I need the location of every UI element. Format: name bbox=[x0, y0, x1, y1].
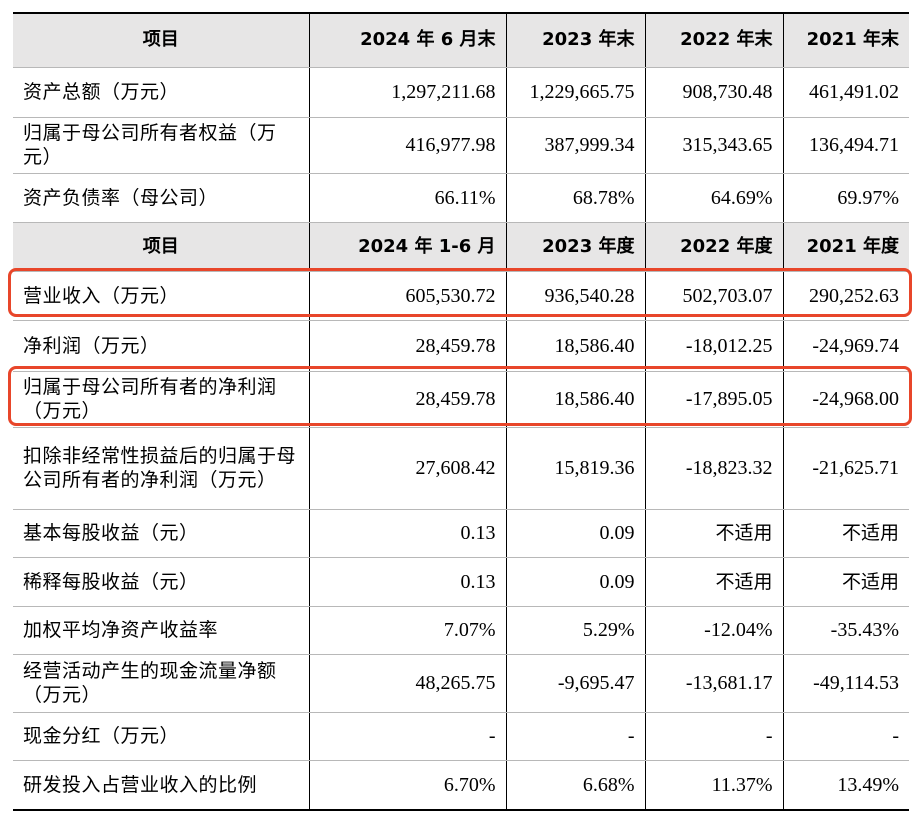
row-label: 资产负债率（母公司） bbox=[13, 172, 310, 223]
row-weighted-roe: 加权平均净资产收益率 7.07% 5.29% -12.04% -35.43% bbox=[13, 605, 909, 655]
row-label: 归属于母公司所有者的净利润（万元） bbox=[13, 370, 310, 428]
value-cell: -35.43% bbox=[782, 605, 909, 655]
value-cell: 387,999.34 bbox=[505, 116, 646, 174]
value-cell: 66.11% bbox=[308, 172, 507, 223]
header-item: 项目 bbox=[13, 12, 310, 68]
header-2022-year: 2022 年度 bbox=[644, 221, 784, 272]
header-row-period: 项目 2024 年 1-6 月 2023 年度 2022 年度 2021 年度 bbox=[13, 221, 909, 272]
value-cell: 不适用 bbox=[782, 556, 909, 607]
value-cell: -18,012.25 bbox=[644, 319, 784, 372]
row-label: 基本每股收益（元） bbox=[13, 508, 310, 558]
value-cell: 27,608.42 bbox=[308, 426, 507, 510]
row-net-profit: 净利润（万元） 28,459.78 18,586.40 -18,012.25 -… bbox=[13, 319, 909, 372]
value-cell: 5.29% bbox=[505, 605, 646, 655]
header-2022-end: 2022 年末 bbox=[644, 12, 784, 68]
value-cell: 908,730.48 bbox=[644, 66, 784, 118]
row-debt-ratio: 资产负债率（母公司） 66.11% 68.78% 64.69% 69.97% bbox=[13, 172, 909, 223]
header-2024-jun-end: 2024 年 6 月末 bbox=[308, 12, 507, 68]
value-cell: 48,265.75 bbox=[308, 653, 507, 713]
value-cell: 0.13 bbox=[308, 556, 507, 607]
value-cell: 936,540.28 bbox=[505, 270, 646, 321]
value-cell: -18,823.32 bbox=[644, 426, 784, 510]
value-cell: 18,586.40 bbox=[505, 319, 646, 372]
header-2021-end: 2021 年末 bbox=[782, 12, 909, 68]
value-cell: 28,459.78 bbox=[308, 319, 507, 372]
row-parent-equity: 归属于母公司所有者权益（万元） 416,977.98 387,999.34 31… bbox=[13, 116, 909, 174]
value-cell: 7.07% bbox=[308, 605, 507, 655]
value-cell: 68.78% bbox=[505, 172, 646, 223]
value-cell: 64.69% bbox=[644, 172, 784, 223]
row-deducted-net-profit: 扣除非经常性损益后的归属于母公司所有者的净利润（万元） 27,608.42 15… bbox=[13, 426, 909, 510]
value-cell: -13,681.17 bbox=[644, 653, 784, 713]
value-cell: 15,819.36 bbox=[505, 426, 646, 510]
header-item: 项目 bbox=[13, 221, 310, 272]
value-cell: -49,114.53 bbox=[782, 653, 909, 713]
financial-summary-table-container: 项目 2024 年 6 月末 2023 年末 2022 年末 2021 年末 资… bbox=[13, 12, 909, 811]
row-label: 净利润（万元） bbox=[13, 319, 310, 372]
header-2023-year: 2023 年度 bbox=[505, 221, 646, 272]
value-cell: - bbox=[505, 711, 646, 761]
value-cell: 28,459.78 bbox=[308, 370, 507, 428]
value-cell: 69.97% bbox=[782, 172, 909, 223]
header-2024-h1: 2024 年 1-6 月 bbox=[308, 221, 507, 272]
value-cell: - bbox=[644, 711, 784, 761]
financial-summary-table: 项目 2024 年 6 月末 2023 年末 2022 年末 2021 年末 资… bbox=[13, 12, 909, 811]
value-cell: - bbox=[308, 711, 507, 761]
header-2023-end: 2023 年末 bbox=[505, 12, 646, 68]
row-revenue: 营业收入（万元） 605,530.72 936,540.28 502,703.0… bbox=[13, 270, 909, 321]
row-label: 稀释每股收益（元） bbox=[13, 556, 310, 607]
row-rd-ratio: 研发投入占营业收入的比例 6.70% 6.68% 11.37% 13.49% bbox=[13, 759, 909, 811]
value-cell: 11.37% bbox=[644, 759, 784, 811]
row-label: 归属于母公司所有者权益（万元） bbox=[13, 116, 310, 174]
value-cell: 13.49% bbox=[782, 759, 909, 811]
row-label: 扣除非经常性损益后的归属于母公司所有者的净利润（万元） bbox=[13, 426, 310, 510]
row-label: 现金分红（万元） bbox=[13, 711, 310, 761]
row-parent-net-profit: 归属于母公司所有者的净利润（万元） 28,459.78 18,586.40 -1… bbox=[13, 370, 909, 428]
value-cell: -21,625.71 bbox=[782, 426, 909, 510]
value-cell: -9,695.47 bbox=[505, 653, 646, 713]
value-cell: 315,343.65 bbox=[644, 116, 784, 174]
row-label: 经营活动产生的现金流量净额（万元） bbox=[13, 653, 310, 713]
row-label: 研发投入占营业收入的比例 bbox=[13, 759, 310, 811]
row-operating-cashflow: 经营活动产生的现金流量净额（万元） 48,265.75 -9,695.47 -1… bbox=[13, 653, 909, 713]
value-cell: 18,586.40 bbox=[505, 370, 646, 428]
value-cell: -24,969.74 bbox=[782, 319, 909, 372]
header-row-period-end: 项目 2024 年 6 月末 2023 年末 2022 年末 2021 年末 bbox=[13, 12, 909, 68]
value-cell: 0.09 bbox=[505, 556, 646, 607]
row-label: 加权平均净资产收益率 bbox=[13, 605, 310, 655]
value-cell: 461,491.02 bbox=[782, 66, 909, 118]
value-cell: 0.09 bbox=[505, 508, 646, 558]
header-2021-year: 2021 年度 bbox=[782, 221, 909, 272]
row-diluted-eps: 稀释每股收益（元） 0.13 0.09 不适用 不适用 bbox=[13, 556, 909, 607]
value-cell: 不适用 bbox=[644, 508, 784, 558]
value-cell: 136,494.71 bbox=[782, 116, 909, 174]
value-cell: 0.13 bbox=[308, 508, 507, 558]
row-label: 营业收入（万元） bbox=[13, 270, 310, 321]
value-cell: 605,530.72 bbox=[308, 270, 507, 321]
value-cell: -17,895.05 bbox=[644, 370, 784, 428]
value-cell: - bbox=[782, 711, 909, 761]
value-cell: 不适用 bbox=[782, 508, 909, 558]
value-cell: 416,977.98 bbox=[308, 116, 507, 174]
value-cell: 1,297,211.68 bbox=[308, 66, 507, 118]
value-cell: 6.68% bbox=[505, 759, 646, 811]
value-cell: -24,968.00 bbox=[782, 370, 909, 428]
value-cell: -12.04% bbox=[644, 605, 784, 655]
row-cash-dividend: 现金分红（万元） - - - - bbox=[13, 711, 909, 761]
value-cell: 1,229,665.75 bbox=[505, 66, 646, 118]
value-cell: 502,703.07 bbox=[644, 270, 784, 321]
row-basic-eps: 基本每股收益（元） 0.13 0.09 不适用 不适用 bbox=[13, 508, 909, 558]
value-cell: 290,252.63 bbox=[782, 270, 909, 321]
value-cell: 6.70% bbox=[308, 759, 507, 811]
value-cell: 不适用 bbox=[644, 556, 784, 607]
row-total-assets: 资产总额（万元） 1,297,211.68 1,229,665.75 908,7… bbox=[13, 66, 909, 118]
row-label: 资产总额（万元） bbox=[13, 66, 310, 118]
